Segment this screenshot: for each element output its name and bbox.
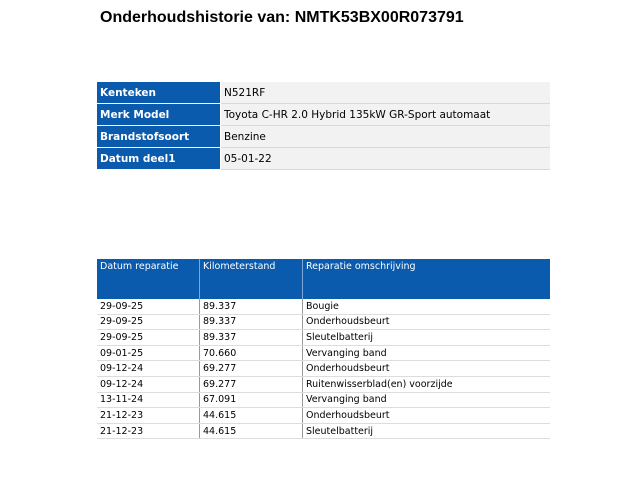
- page-title: Onderhoudshistorie van: NMTK53BX00R07379…: [100, 9, 464, 26]
- info-value: 05-01-22: [220, 147, 550, 170]
- table-header-row: Datum reparatie Kilometerstand Reparatie…: [97, 259, 550, 299]
- repair-description: Sleutelbatterij: [302, 423, 550, 440]
- repair-history-table: Datum reparatie Kilometerstand Reparatie…: [97, 259, 550, 440]
- repair-mileage: 89.337: [199, 314, 303, 331]
- table-row: 29-09-25 89.337 Bougie: [97, 299, 550, 315]
- info-row: Datum deel1 05-01-22: [97, 147, 550, 170]
- repair-description: Vervanging band: [302, 392, 550, 409]
- vehicle-info-table: Kenteken N521RF Merk Model Toyota C-HR 2.0 …: [97, 82, 550, 170]
- repair-date: 09-12-24: [97, 360, 200, 377]
- table-row: 09-12-24 69.277 Onderhoudsbeurt: [97, 360, 550, 377]
- repair-description: Sleutelbatterij: [302, 329, 550, 346]
- table-row: 29-09-25 89.337 Sleutelbatterij: [97, 329, 550, 346]
- repair-description: Bougie: [302, 299, 550, 315]
- info-label: Datum deel1: [97, 147, 221, 170]
- info-value: Toyota C-HR 2.0 Hybrid 135kW GR-Sport au…: [220, 103, 550, 126]
- header-mileage: Kilometerstand: [199, 259, 303, 299]
- repair-date: 29-09-25: [97, 314, 200, 331]
- repair-date: 21-12-23: [97, 423, 200, 440]
- info-label: Merk Model: [97, 103, 221, 126]
- header-date: Datum reparatie: [97, 259, 200, 299]
- repair-mileage: 69.277: [199, 360, 303, 377]
- info-label: Kenteken: [97, 82, 221, 104]
- repair-date: 09-12-24: [97, 376, 200, 393]
- repair-description: Onderhoudsbeurt: [302, 360, 550, 377]
- table-row: 21-12-23 44.615 Sleutelbatterij: [97, 423, 550, 440]
- header-description: Reparatie omschrijving: [302, 259, 550, 299]
- repair-description: Onderhoudsbeurt: [302, 314, 550, 331]
- repair-date: 13-11-24: [97, 392, 200, 409]
- repair-mileage: 69.277: [199, 376, 303, 393]
- table-row: 09-12-24 69.277 Ruitenwisserblad(en) voorz…: [97, 376, 550, 393]
- table-row: 29-09-25 89.337 Onderhoudsbeurt: [97, 314, 550, 331]
- table-row: 09-01-25 70.660 Vervanging band: [97, 345, 550, 362]
- repair-date: 29-09-25: [97, 329, 200, 346]
- repair-mileage: 44.615: [199, 407, 303, 424]
- repair-description: Vervanging band: [302, 345, 550, 362]
- table-row: 13-11-24 67.091 Vervanging band: [97, 392, 550, 409]
- repair-mileage: 89.337: [199, 329, 303, 346]
- info-value: Benzine: [220, 125, 550, 148]
- repair-date: 21-12-23: [97, 407, 200, 424]
- repair-date: 09-01-25: [97, 345, 200, 362]
- repair-mileage: 89.337: [199, 299, 303, 315]
- info-row: Merk Model Toyota C-HR 2.0 Hybrid 135kW G…: [97, 103, 550, 126]
- repair-date: 29-09-25: [97, 299, 200, 315]
- repair-mileage: 44.615: [199, 423, 303, 440]
- table-row: 21-12-23 44.615 Onderhoudsbeurt: [97, 407, 550, 424]
- repair-mileage: 67.091: [199, 392, 303, 409]
- repair-description: Ruitenwisserblad(en) voorzijde: [302, 376, 550, 393]
- info-label: Brandstofsoort: [97, 125, 221, 148]
- info-row: Kenteken N521RF: [97, 82, 550, 104]
- repair-mileage: 70.660: [199, 345, 303, 362]
- repair-description: Onderhoudsbeurt: [302, 407, 550, 424]
- info-value: N521RF: [220, 82, 550, 104]
- info-row: Brandstofsoort Benzine: [97, 125, 550, 148]
